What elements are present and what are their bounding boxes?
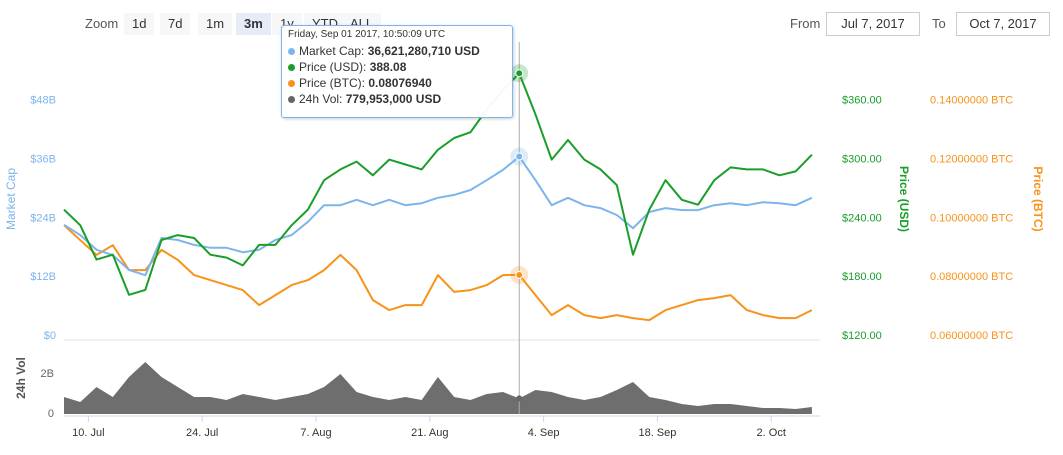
tick-label: 0.12000000 BTC [930,154,1013,166]
hover-point [515,270,524,279]
zoom-button[interactable]: 1m [198,13,233,35]
tick-label: 0.10000000 BTC [930,212,1013,224]
tooltip-name: Market Cap [299,44,362,58]
hover-point [515,152,524,161]
hover-point [516,395,523,402]
tick-label: 0.08000000 BTC [930,271,1013,283]
from-label: From [790,16,821,31]
x-tick-label: 2. Oct [757,427,786,439]
tooltip-row: Market Cap: 36,621,280,710 USD [288,43,512,59]
tick-label: 0.06000000 BTC [930,330,1013,342]
tick-label: $0 [44,330,56,342]
tooltip-name: Price (USD) [299,60,364,74]
tick-label: $24B [30,212,56,224]
tooltip-dot [288,48,295,55]
tooltip-name: Price (BTC) [299,76,362,90]
to-date[interactable]: Oct 7, 2017 [956,12,1050,36]
axis-title: Price (USD) [897,166,911,232]
x-tick-label: 4. Sep [528,427,560,439]
zoom-label: Zoom [85,16,119,31]
tooltip-dot [288,80,295,87]
line [63,155,813,277]
tick-label: $12B [30,271,56,283]
tooltip-dot [288,96,295,103]
area [64,362,812,414]
tick-label: $48B [30,95,56,107]
tooltip-dot [288,64,295,71]
zoom-button[interactable]: 7d [160,13,191,35]
tick-label: $120.00 [842,330,882,342]
x-tick-label: 24. Jul [186,427,218,439]
tick-label: $360.00 [842,95,882,107]
x-tick-label: 10. Jul [72,427,104,439]
zoom-button[interactable]: 1d [124,13,155,35]
line [63,224,813,322]
axis-title: Market Cap [4,168,18,230]
from-date[interactable]: Jul 7, 2017 [826,12,920,36]
tooltip-value: 36,621,280,710 USD [367,44,480,58]
line [63,72,813,296]
tooltip-value: 779,953,000 USD [345,92,442,106]
axis-title: 24h Vol [14,357,28,399]
tooltip-row: Price (BTC): 0.08076940 [288,75,512,91]
hover-point [515,69,524,78]
tooltip-row: 24h Vol: 779,953,000 USD [288,91,512,107]
zoom-button[interactable]: 3m [236,13,271,35]
tooltip-name: 24h Vol [299,92,340,106]
tick-label: 0 [48,408,54,420]
tooltip-value: 388.08 [369,60,407,74]
tooltip: Friday, Sep 01 2017, 10:50:09 UTC Market … [281,25,513,118]
x-tick-label: 7. Aug [300,427,331,439]
tick-label: $180.00 [842,271,882,283]
tick-label: $240.00 [842,212,882,224]
x-tick-label: 18. Sep [638,427,676,439]
x-tick-label: 21. Aug [411,427,448,439]
tooltip-title: Friday, Sep 01 2017, 10:50:09 UTC [288,29,446,40]
tick-label: $300.00 [842,154,882,166]
tick-label: 2B [41,368,54,380]
tick-label: 0.14000000 BTC [930,95,1013,107]
to-label: To [932,16,946,31]
tooltip-row: Price (USD): 388.08 [288,59,512,75]
tooltip-value: 0.08076940 [368,76,432,90]
tick-label: $36B [30,154,56,166]
axis-title: Price (BTC) [1031,166,1045,231]
